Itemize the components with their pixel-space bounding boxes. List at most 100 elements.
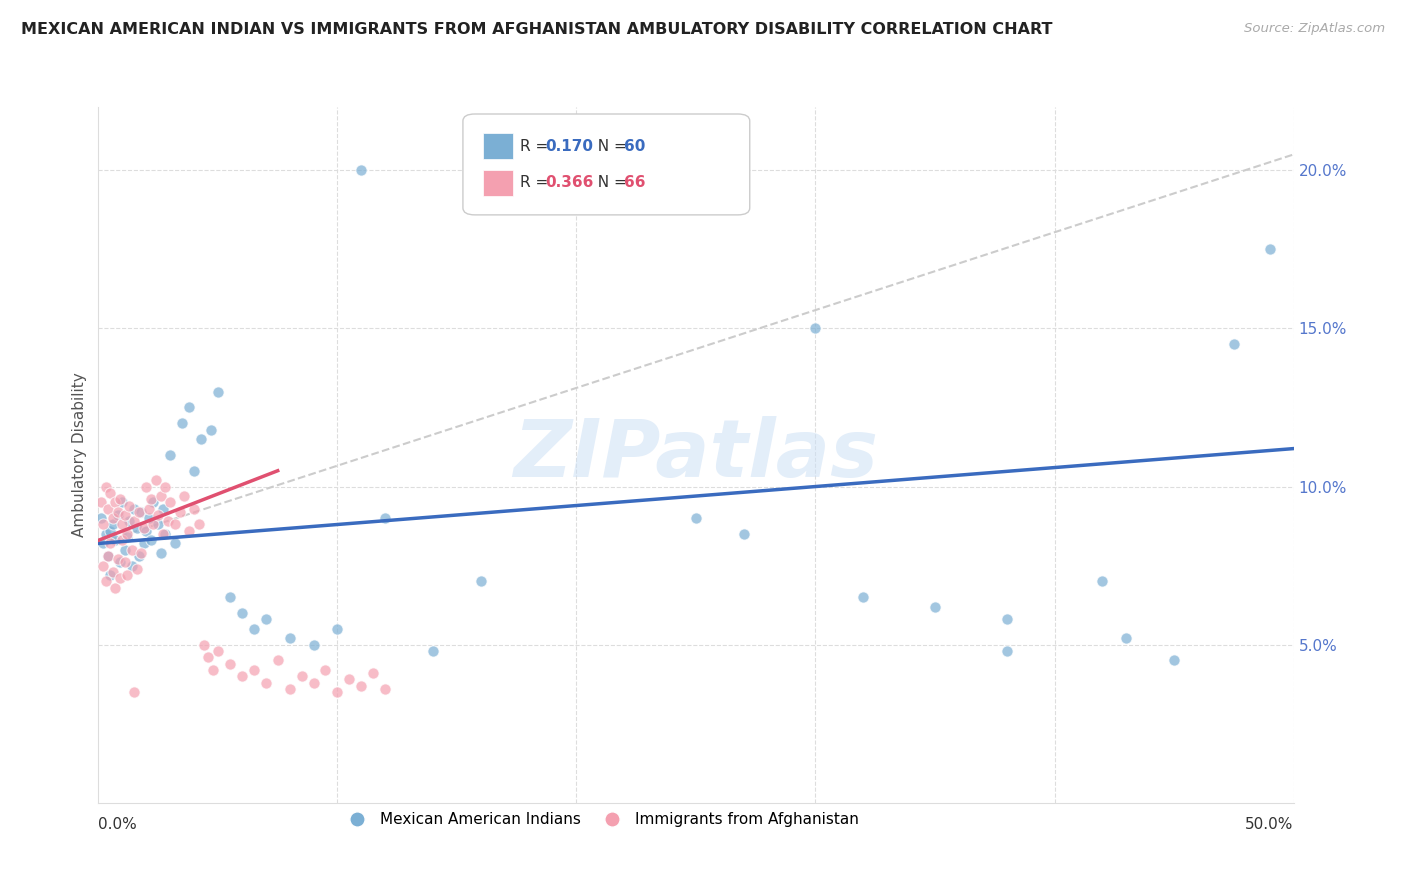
- Point: [202, 663, 225, 677]
- Point: [254, 675, 277, 690]
- Point: [219, 657, 242, 671]
- Point: [995, 612, 1018, 626]
- Point: [278, 681, 301, 696]
- Point: [733, 527, 755, 541]
- Point: [1163, 653, 1185, 667]
- Point: [152, 501, 174, 516]
- Point: [326, 622, 349, 636]
- Point: [291, 669, 314, 683]
- Bar: [484, 133, 513, 159]
- Text: R =: R =: [520, 138, 554, 153]
- Point: [139, 533, 162, 548]
- Point: [302, 675, 325, 690]
- Point: [104, 581, 127, 595]
- Y-axis label: Ambulatory Disability: Ambulatory Disability: [72, 373, 87, 537]
- Text: 66: 66: [624, 176, 645, 190]
- Point: [104, 533, 127, 548]
- Point: [315, 663, 337, 677]
- Point: [179, 524, 201, 538]
- Point: [470, 574, 492, 589]
- Point: [243, 663, 266, 677]
- Text: Source: ZipAtlas.com: Source: ZipAtlas.com: [1244, 22, 1385, 36]
- Point: [139, 492, 162, 507]
- Point: [155, 527, 177, 541]
- Text: ZIPatlas: ZIPatlas: [513, 416, 879, 494]
- Point: [156, 514, 179, 528]
- Bar: [484, 169, 513, 196]
- Point: [339, 673, 361, 687]
- Point: [104, 495, 127, 509]
- Point: [183, 464, 205, 478]
- Point: [187, 517, 209, 532]
- Text: N =: N =: [589, 176, 633, 190]
- Point: [565, 179, 588, 194]
- Point: [1223, 337, 1246, 351]
- Point: [685, 511, 707, 525]
- Point: [231, 669, 253, 683]
- Point: [111, 533, 134, 548]
- Point: [254, 612, 277, 626]
- Point: [243, 622, 266, 636]
- Point: [326, 685, 349, 699]
- Point: [149, 489, 172, 503]
- Point: [924, 599, 946, 614]
- Text: MEXICAN AMERICAN INDIAN VS IMMIGRANTS FROM AFGHANISTAN AMBULATORY DISABILITY COR: MEXICAN AMERICAN INDIAN VS IMMIGRANTS FR…: [21, 22, 1053, 37]
- Text: 0.366: 0.366: [546, 176, 593, 190]
- Point: [114, 542, 136, 557]
- Point: [148, 508, 170, 522]
- Point: [98, 568, 122, 582]
- Point: [190, 432, 212, 446]
- Legend: Mexican American Indians, Immigrants from Afghanistan: Mexican American Indians, Immigrants fro…: [336, 806, 865, 833]
- Point: [98, 486, 122, 500]
- Point: [374, 511, 396, 525]
- Text: 0.0%: 0.0%: [98, 817, 138, 831]
- Point: [183, 501, 205, 516]
- Point: [163, 536, 186, 550]
- Point: [278, 632, 301, 646]
- Point: [98, 536, 122, 550]
- Point: [149, 546, 172, 560]
- Point: [159, 448, 181, 462]
- Point: [124, 685, 146, 699]
- Point: [94, 479, 117, 493]
- Point: [159, 495, 181, 509]
- Point: [804, 321, 827, 335]
- Point: [114, 556, 136, 570]
- Point: [1115, 632, 1137, 646]
- Point: [90, 495, 112, 509]
- Point: [98, 524, 122, 538]
- Point: [125, 521, 148, 535]
- Point: [155, 479, 177, 493]
- Point: [107, 508, 129, 522]
- Point: [94, 574, 117, 589]
- Point: [207, 644, 229, 658]
- Point: [142, 517, 165, 532]
- Point: [852, 591, 875, 605]
- Point: [91, 517, 114, 532]
- Point: [128, 549, 150, 563]
- Point: [148, 517, 170, 532]
- Point: [1258, 243, 1281, 257]
- Point: [115, 568, 138, 582]
- Point: [350, 163, 373, 178]
- FancyBboxPatch shape: [463, 114, 749, 215]
- Point: [115, 527, 138, 541]
- Point: [91, 536, 114, 550]
- Point: [108, 492, 131, 507]
- Point: [108, 571, 131, 585]
- Point: [114, 508, 136, 522]
- Point: [145, 473, 167, 487]
- Point: [115, 530, 138, 544]
- Point: [111, 517, 134, 532]
- Text: 50.0%: 50.0%: [1246, 817, 1294, 831]
- Point: [138, 501, 160, 516]
- Point: [107, 552, 129, 566]
- Point: [94, 527, 117, 541]
- Point: [152, 527, 174, 541]
- Point: [231, 606, 253, 620]
- Point: [179, 401, 201, 415]
- Text: 0.170: 0.170: [546, 138, 593, 153]
- Point: [97, 549, 120, 563]
- Point: [138, 511, 160, 525]
- Point: [128, 505, 150, 519]
